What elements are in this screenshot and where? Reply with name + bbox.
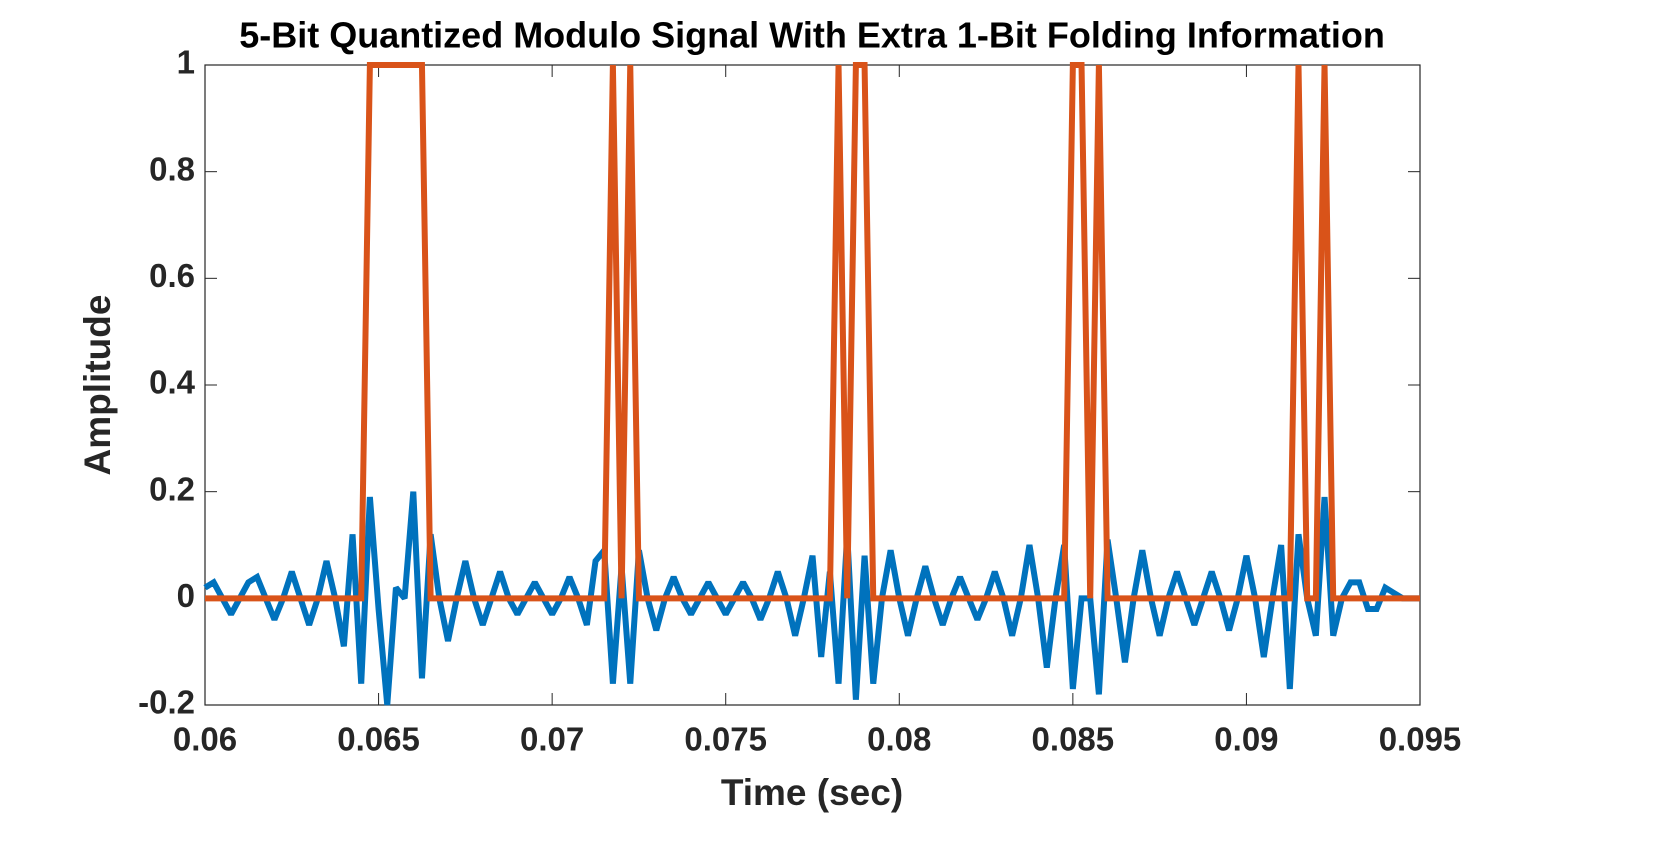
x-tick-label: 0.085 xyxy=(1032,721,1115,758)
y-tick-label: 0.4 xyxy=(149,364,196,401)
x-tick-label: 0.08 xyxy=(867,721,931,758)
x-tick-label: 0.095 xyxy=(1379,721,1462,758)
y-tick-label: 1 xyxy=(177,44,195,81)
data-line xyxy=(205,62,1420,602)
y-tick-label: -0.2 xyxy=(138,684,195,721)
data-line xyxy=(203,491,1420,706)
y-tick-label: 0.2 xyxy=(149,470,195,507)
chart-title: 5-Bit Quantized Modulo Signal With Extra… xyxy=(239,15,1385,56)
plot-frame xyxy=(204,64,1421,706)
x-tick-label: 0.09 xyxy=(1214,721,1278,758)
x-axis-label: Time (sec) xyxy=(721,772,903,813)
x-tick-label: 0.07 xyxy=(520,721,584,758)
y-tick-label: 0 xyxy=(177,577,195,614)
x-tick-label: 0.075 xyxy=(684,721,767,758)
y-tick-label: 0.6 xyxy=(149,257,195,294)
y-tick-label: 0.8 xyxy=(149,150,195,187)
y-axis-label: Amplitude xyxy=(77,295,118,476)
x-tick-label: 0.06 xyxy=(173,721,237,758)
x-tick-label: 0.065 xyxy=(337,721,420,758)
